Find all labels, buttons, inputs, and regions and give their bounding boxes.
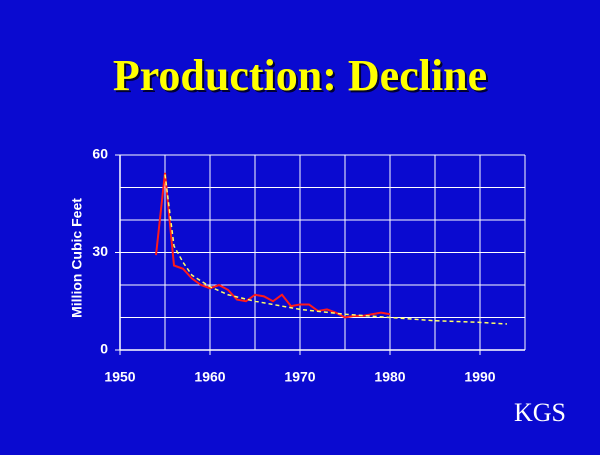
x-tick-label: 1990 [464, 369, 495, 385]
data-line [155, 172, 391, 319]
x-tick-label: 1960 [194, 369, 225, 385]
x-tick-label: 1980 [374, 369, 405, 385]
logo: KGS [514, 398, 566, 427]
y-tick-label: 0 [100, 341, 108, 357]
y-tick-label: 60 [92, 146, 108, 162]
x-tick-label: 1970 [284, 369, 315, 385]
trend-line [164, 174, 508, 325]
title-shadow: Production: Decline [115, 53, 489, 102]
y-axis-label: Million Cubic Feet [69, 198, 85, 318]
x-tick-label: 1950 [104, 369, 135, 385]
chart-title: Production: Decline [113, 51, 487, 100]
y-tick-label: 30 [92, 243, 108, 259]
